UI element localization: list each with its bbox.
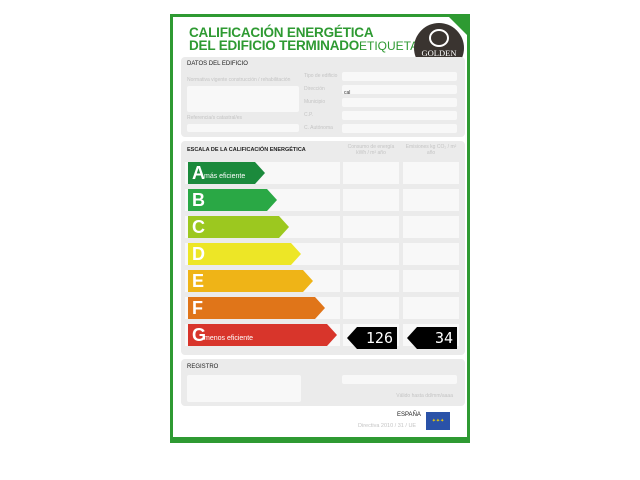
field-label: C.P.	[304, 112, 314, 118]
directive-label: Directiva 2010 / 31 / UE	[358, 423, 417, 429]
valid-until: Válido hasta dd/mm/aaaa	[396, 393, 453, 399]
eu-flag-icon: ✦✦✦	[426, 412, 450, 430]
class-letter: D	[192, 244, 205, 264]
country-label: ESPAÑA	[397, 412, 421, 418]
datos-title: DATOS DEL EDIFICIO	[187, 61, 248, 67]
class-bar-B: B	[188, 189, 277, 211]
escala-section: ESCALA DE LA CALIFICACIÓN ENERGÉTICA Con…	[181, 141, 465, 355]
referencia-label: Referencia/s catastral/es	[187, 115, 243, 121]
emisiones-value: 34	[407, 327, 457, 349]
label-title: CALIFICACIÓN ENERGÉTICA DEL EDIFICIO TERM…	[189, 25, 374, 53]
field-label: C. Autónoma	[304, 125, 333, 131]
field-label: Dirección	[304, 86, 325, 92]
field	[342, 111, 457, 120]
energy-label: CALIFICACIÓN ENERGÉTICA DEL EDIFICIO TERM…	[170, 14, 470, 443]
consumo-cell: 126	[343, 324, 399, 349]
class-bar-E: E	[188, 270, 313, 292]
escala-title: ESCALA DE LA CALIFICACIÓN ENERGÉTICA	[187, 147, 306, 153]
direccion-value: cal	[344, 90, 351, 96]
class-letter: A	[192, 163, 205, 183]
class-bar-C: C	[188, 216, 289, 238]
normativa-field	[187, 86, 299, 112]
consumo-header: Consumo de energía kWh / m² año	[347, 144, 395, 156]
class-letter: B	[192, 190, 205, 210]
registro-field-2	[342, 375, 457, 384]
field-label: Tipo de edificio	[304, 73, 338, 79]
registro-title: REGISTRO	[187, 364, 219, 370]
consumo-cell	[343, 189, 399, 211]
emisiones-cell	[403, 297, 459, 319]
class-letter: G	[192, 325, 207, 345]
etiqueta-label: ETIQUETA	[359, 39, 419, 53]
emisiones-header: Emisiones kg CO₂ / m² año	[405, 144, 457, 156]
emisiones-cell	[403, 270, 459, 292]
field	[342, 98, 457, 107]
emisiones-cell: 34	[403, 324, 459, 349]
consumo-value: 126	[347, 327, 397, 349]
field	[342, 72, 457, 81]
consumo-cell	[343, 162, 399, 184]
consumo-cell	[343, 270, 399, 292]
consumo-cell	[343, 243, 399, 265]
consumo-cell	[343, 216, 399, 238]
datos-section: DATOS DEL EDIFICIO Normativa vigente con…	[181, 57, 465, 137]
emisiones-cell	[403, 216, 459, 238]
field	[342, 124, 457, 133]
emisiones-cell	[403, 189, 459, 211]
house-icon	[429, 29, 449, 47]
class-letter: F	[192, 298, 203, 318]
normativa-label: Normativa vigente construcción / rehabil…	[187, 77, 291, 83]
registro-section: REGISTRO Válido hasta dd/mm/aaaa	[181, 359, 465, 406]
emisiones-cell	[403, 162, 459, 184]
field-label: Municipio	[304, 99, 326, 105]
emisiones-cell	[403, 243, 459, 265]
referencia-field	[187, 124, 299, 132]
class-note: más eficiente	[204, 173, 246, 180]
class-letter: C	[192, 217, 205, 237]
class-bar-F: F	[188, 297, 325, 319]
class-note: menos eficiente	[204, 335, 254, 342]
field: cal	[342, 85, 457, 96]
class-letter: E	[192, 271, 205, 291]
consumo-cell	[343, 297, 399, 319]
class-bar-D: D	[188, 243, 301, 265]
registro-field	[187, 375, 301, 402]
